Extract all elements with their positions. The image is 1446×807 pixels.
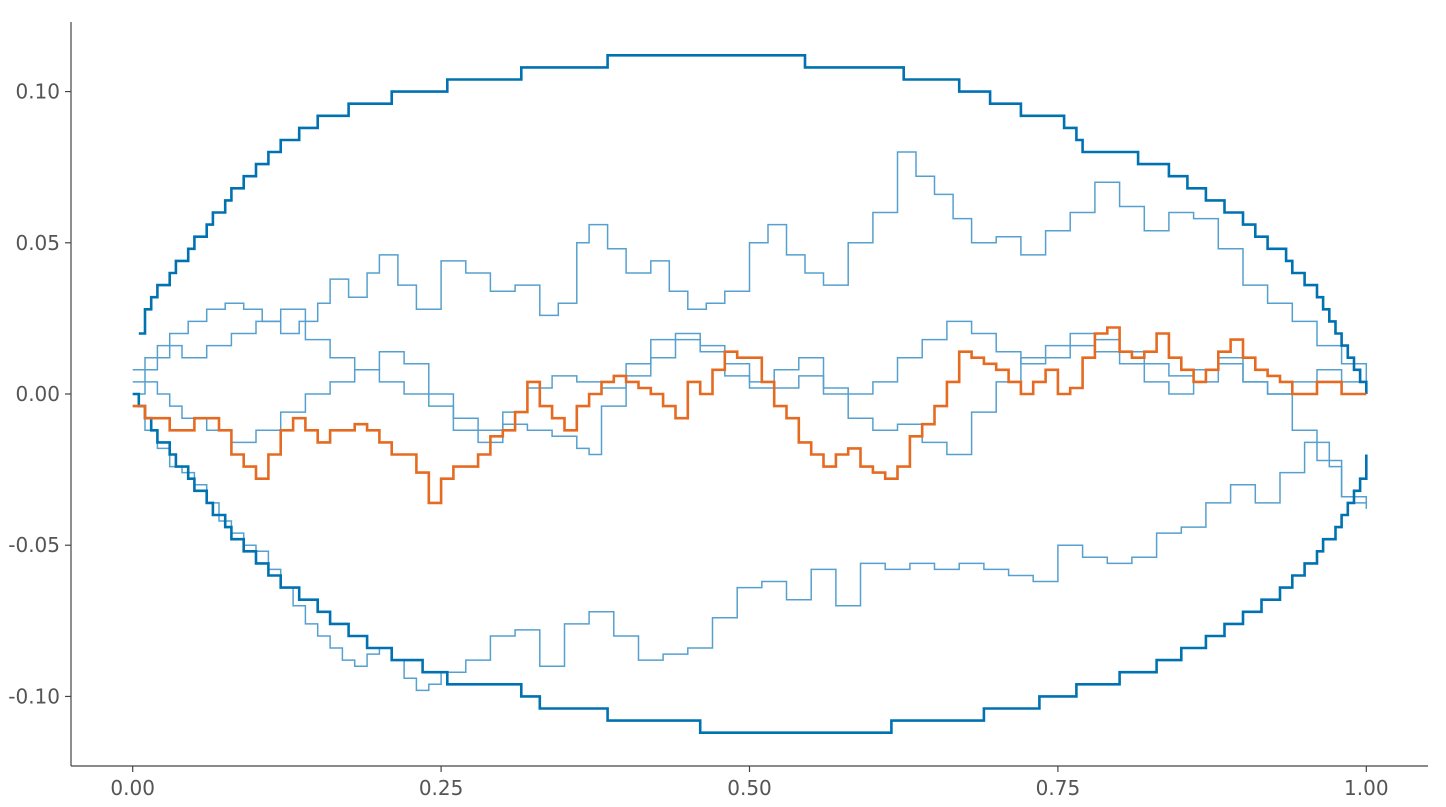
- y-tick-label: 0.10: [15, 80, 60, 104]
- x-tick-label: 0.50: [727, 776, 772, 800]
- series-sample-path-5: [132, 405, 1368, 692]
- y-tick-label: 0.00: [15, 382, 60, 406]
- y-tick-label: 0.05: [15, 231, 60, 255]
- y-tick-label: -0.05: [8, 533, 60, 557]
- chart-series-group: [132, 54, 1368, 734]
- x-tick-label: 0.75: [1036, 776, 1081, 800]
- series-highlight-path-6: [132, 326, 1367, 505]
- series-upper-bound-0: [138, 54, 1368, 394]
- series-sample-path-3: [132, 308, 1368, 456]
- x-tick-label: 0.25: [419, 776, 464, 800]
- series-sample-path-4: [132, 320, 1368, 509]
- y-tick-label: -0.10: [8, 684, 60, 708]
- chart-axes: 0.10 0.05 0.00 -0.05 -0.10 0.00 0.25 0.50 0.75 1.…: [8, 22, 1428, 800]
- series-lower-bound-1: [132, 392, 1368, 734]
- x-tick-label: 1.00: [1344, 776, 1389, 800]
- x-tick-label: 0.00: [110, 776, 155, 800]
- series-sample-path-2: [132, 151, 1368, 394]
